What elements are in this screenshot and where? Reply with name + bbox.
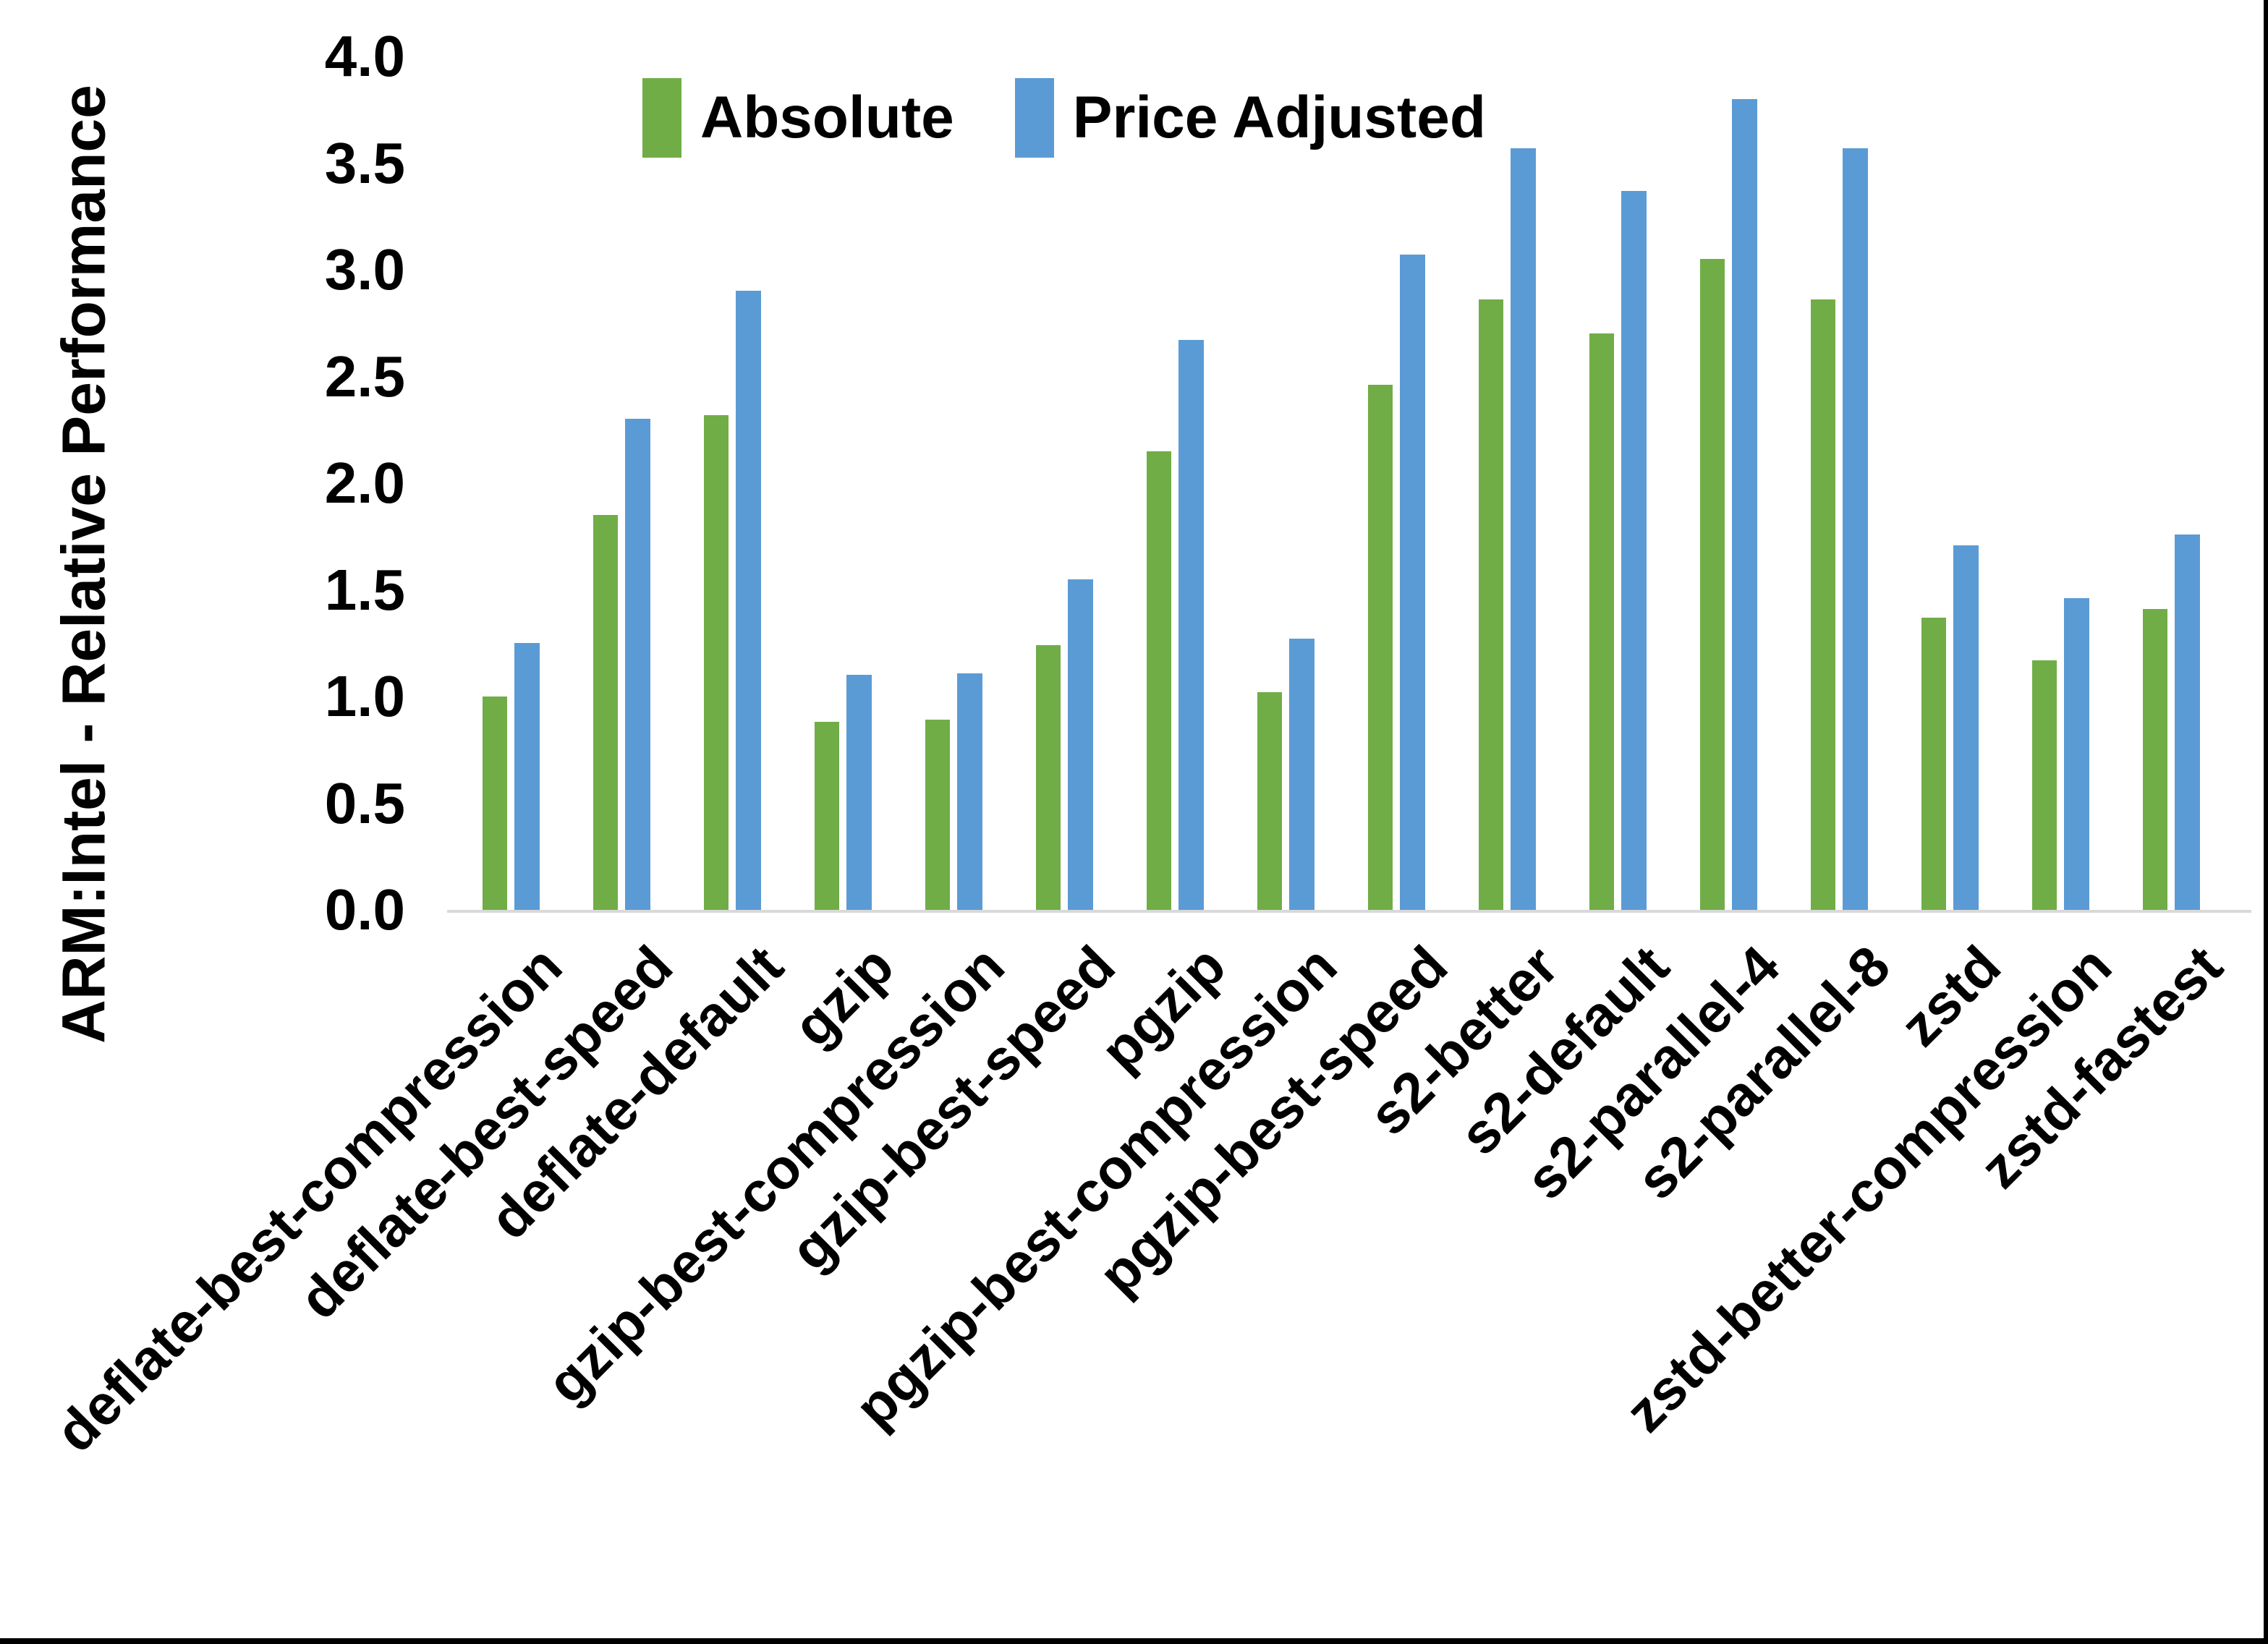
legend-item-price-adjusted: Price Adjusted — [1014, 78, 1486, 158]
bar-price-adjusted-deflate-best-compression — [514, 643, 540, 910]
legend-label: Absolute — [700, 85, 954, 150]
bar-absolute-gzip-best-compression — [925, 720, 950, 910]
bar-absolute-deflate-best-speed — [593, 515, 618, 910]
bar-group-deflate-default — [677, 56, 788, 910]
y-tick-label-2.0: 2.0 — [324, 451, 405, 515]
bar-price-adjusted-gzip-best-speed — [1068, 579, 1093, 910]
bar-groups — [456, 56, 2227, 910]
y-tick-label-1.5: 1.5 — [324, 557, 405, 622]
bar-absolute-s2-default — [1589, 333, 1614, 910]
bar-group-s2-default — [1563, 56, 1673, 910]
bar-absolute-gzip — [815, 722, 839, 910]
legend-label: Price Adjusted — [1072, 85, 1486, 150]
bar-group-gzip-best-compression — [899, 56, 1009, 910]
legend-swatch-price-adjusted — [1014, 78, 1054, 158]
bar-group-s2-parallel-8 — [1784, 56, 1895, 910]
bar-absolute-s2-better — [1479, 299, 1503, 910]
bar-group-s2-better — [1452, 56, 1563, 910]
legend-swatch-absolute — [642, 78, 681, 158]
x-axis-line — [447, 910, 2251, 913]
window-edge-right — [2264, 0, 2268, 1644]
window-edge-bottom — [0, 1638, 2268, 1644]
bar-group-zstd-better-compression — [2005, 56, 2116, 910]
bar-absolute-deflate-best-compression — [483, 697, 507, 910]
bar-price-adjusted-s2-better — [1511, 148, 1536, 910]
bar-absolute-pgzip-best-speed — [1368, 385, 1393, 910]
bar-price-adjusted-s2-default — [1621, 191, 1647, 910]
bar-group-pgzip-best-speed — [1341, 56, 1452, 910]
bar-price-adjusted-gzip — [846, 675, 872, 910]
y-tick-label-1.0: 1.0 — [324, 664, 405, 728]
y-tick-label-4.0: 4.0 — [324, 24, 405, 88]
bar-absolute-zstd-better-compression — [2032, 660, 2057, 910]
bar-price-adjusted-deflate-best-speed — [625, 419, 650, 910]
bar-price-adjusted-zstd-fastest — [2175, 534, 2200, 910]
bar-price-adjusted-pgzip-best-compression — [1289, 639, 1314, 910]
y-tick-label-0.0: 0.0 — [324, 877, 405, 942]
bar-price-adjusted-s2-parallel-4 — [1732, 99, 1757, 910]
bar-absolute-deflate-default — [704, 415, 729, 910]
legend-item-absolute: Absolute — [642, 78, 954, 158]
bar-group-zstd-fastest — [2116, 56, 2227, 910]
bar-absolute-s2-parallel-4 — [1700, 259, 1725, 910]
bar-group-deflate-best-speed — [566, 56, 677, 910]
chart-legend: Absolute Price Adjusted — [642, 78, 1486, 158]
bar-group-s2-parallel-4 — [1673, 56, 1784, 910]
bar-group-gzip — [788, 56, 899, 910]
plot-area — [447, 56, 2251, 913]
bar-group-pgzip — [1120, 56, 1231, 910]
bar-price-adjusted-deflate-default — [736, 291, 761, 910]
bar-price-adjusted-zstd — [1953, 545, 1979, 910]
y-tick-label-0.5: 0.5 — [324, 770, 405, 835]
bar-absolute-zstd — [1921, 618, 1946, 910]
y-axis-title: ARM:Intel - Relative Performance — [49, 85, 118, 1044]
bar-absolute-zstd-fastest — [2143, 609, 2167, 910]
bar-absolute-s2-parallel-8 — [1811, 299, 1835, 910]
bar-group-gzip-best-speed — [1009, 56, 1120, 910]
bar-price-adjusted-pgzip — [1178, 340, 1204, 910]
bar-absolute-pgzip — [1147, 451, 1171, 910]
bar-absolute-gzip-best-speed — [1036, 645, 1061, 910]
y-tick-label-3.0: 3.0 — [324, 237, 405, 302]
bar-group-pgzip-best-compression — [1231, 56, 1341, 910]
bar-group-deflate-best-compression — [456, 56, 566, 910]
bar-price-adjusted-zstd-better-compression — [2064, 598, 2089, 910]
y-tick-label-2.5: 2.5 — [324, 344, 405, 409]
bar-absolute-pgzip-best-compression — [1257, 692, 1282, 910]
bar-group-zstd — [1895, 56, 2005, 910]
bar-price-adjusted-s2-parallel-8 — [1843, 148, 1868, 910]
bar-price-adjusted-pgzip-best-speed — [1400, 255, 1425, 910]
y-tick-label-3.5: 3.5 — [324, 130, 405, 195]
bar-price-adjusted-gzip-best-compression — [957, 673, 982, 910]
